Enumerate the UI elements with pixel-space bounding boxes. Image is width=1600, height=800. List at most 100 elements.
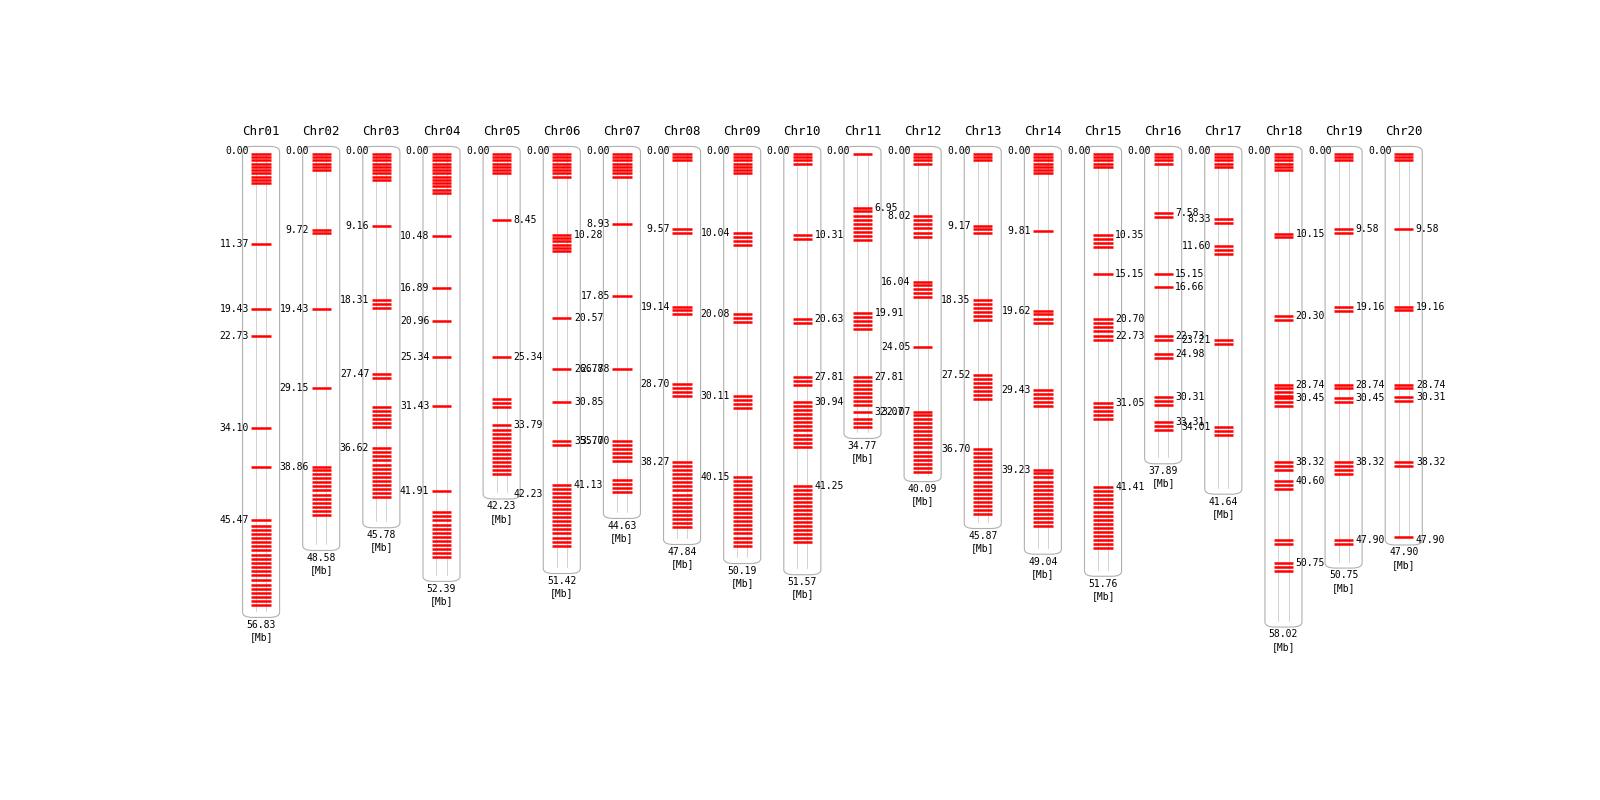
Text: 16.66: 16.66 [1176,282,1205,291]
FancyBboxPatch shape [243,146,280,618]
Text: 20.70: 20.70 [1115,314,1144,324]
Text: 27.52: 27.52 [941,370,971,380]
FancyBboxPatch shape [904,146,941,482]
Text: 0.00: 0.00 [526,146,550,157]
Text: 10.28: 10.28 [574,230,603,240]
Text: 34.77: 34.77 [848,441,877,451]
Text: 44.63: 44.63 [608,521,637,531]
Text: 24.98: 24.98 [1176,349,1205,359]
Text: 9.58: 9.58 [1416,224,1440,234]
Text: Chr01: Chr01 [242,125,280,138]
Text: 35.70: 35.70 [574,436,603,446]
Text: Chr17: Chr17 [1205,125,1242,138]
Text: 7.58: 7.58 [1176,208,1198,218]
Text: Chr10: Chr10 [784,125,821,138]
Text: 23.21: 23.21 [1182,334,1211,345]
Text: [Mb]: [Mb] [731,578,754,588]
Text: 34.01: 34.01 [1182,422,1211,432]
Text: 8.33: 8.33 [1187,214,1211,224]
Text: 28.74: 28.74 [1355,379,1386,390]
Text: 17.85: 17.85 [581,291,610,302]
Text: 27.81: 27.81 [875,372,904,382]
Text: 45.87: 45.87 [968,531,997,541]
FancyBboxPatch shape [1325,146,1362,568]
Text: [Mb]: [Mb] [430,596,453,606]
FancyBboxPatch shape [603,146,640,518]
FancyBboxPatch shape [363,146,400,528]
Text: 0.00: 0.00 [586,146,610,157]
FancyBboxPatch shape [784,146,821,574]
Text: 8.02: 8.02 [886,211,910,222]
Text: 51.42: 51.42 [547,576,576,586]
Text: 32.07: 32.07 [875,406,904,417]
Text: 0.00: 0.00 [1307,146,1331,157]
Text: 0.00: 0.00 [346,146,370,157]
Text: [Mb]: [Mb] [851,453,874,463]
Text: 0.00: 0.00 [406,146,429,157]
Text: 30.31: 30.31 [1176,392,1205,402]
Text: [Mb]: [Mb] [1091,591,1115,601]
Text: 25.34: 25.34 [514,352,542,362]
Text: Chr04: Chr04 [422,125,461,138]
Text: 9.81: 9.81 [1008,226,1030,236]
Text: [Mb]: [Mb] [910,496,934,506]
Text: 50.75: 50.75 [1330,570,1358,581]
Text: 38.86: 38.86 [280,462,309,472]
Text: 42.23: 42.23 [514,489,542,499]
Text: 49.04: 49.04 [1029,557,1058,566]
Text: 8.45: 8.45 [514,215,538,225]
Text: 0.00: 0.00 [707,146,730,157]
Text: 0.00: 0.00 [1008,146,1030,157]
Text: 30.45: 30.45 [1355,394,1386,403]
Text: [Mb]: [Mb] [1331,582,1355,593]
Text: 0.00: 0.00 [646,146,670,157]
Text: 0.00: 0.00 [1067,146,1091,157]
Text: 50.75: 50.75 [1296,558,1325,568]
Text: 19.16: 19.16 [1416,302,1445,312]
Text: [Mb]: [Mb] [1392,560,1416,570]
Text: 20.30: 20.30 [1296,311,1325,321]
Text: 38.32: 38.32 [1296,458,1325,467]
FancyBboxPatch shape [544,146,581,574]
Text: [Mb]: [Mb] [1030,569,1054,579]
FancyBboxPatch shape [1085,146,1122,576]
Text: 35.70: 35.70 [581,436,610,446]
Text: 10.15: 10.15 [1296,229,1325,238]
Text: 30.45: 30.45 [1296,394,1325,403]
Text: 0.00: 0.00 [1248,146,1272,157]
Text: 50.19: 50.19 [728,566,757,576]
Text: 0.00: 0.00 [947,146,971,157]
Text: [Mb]: [Mb] [370,542,394,553]
Text: 22.73: 22.73 [1176,330,1205,341]
Text: Chr05: Chr05 [483,125,520,138]
Text: 19.43: 19.43 [219,304,250,314]
Text: 30.31: 30.31 [1416,392,1445,402]
Text: Chr07: Chr07 [603,125,640,138]
FancyBboxPatch shape [1386,146,1422,545]
Text: [Mb]: [Mb] [610,533,634,543]
Text: 20.63: 20.63 [814,314,843,324]
Text: 6.95: 6.95 [875,203,898,213]
Text: 40.15: 40.15 [701,472,730,482]
Text: 15.15: 15.15 [1115,270,1144,279]
Text: 41.25: 41.25 [814,481,843,491]
Text: 19.91: 19.91 [875,308,904,318]
Text: [Mb]: [Mb] [1152,478,1174,489]
Text: 22.73: 22.73 [1115,330,1144,341]
Text: 11.37: 11.37 [219,238,250,249]
Text: 39.23: 39.23 [1002,465,1030,474]
Text: [Mb]: [Mb] [790,590,814,599]
Text: 32.07: 32.07 [882,406,910,417]
Text: 38.32: 38.32 [1355,458,1386,467]
Text: 37.89: 37.89 [1149,466,1178,476]
Text: Chr14: Chr14 [1024,125,1062,138]
Text: Chr16: Chr16 [1144,125,1182,138]
Text: 19.62: 19.62 [1002,306,1030,315]
Text: 9.72: 9.72 [285,226,309,235]
Text: 0.00: 0.00 [827,146,850,157]
Text: [Mb]: [Mb] [250,632,274,642]
Text: 31.05: 31.05 [1115,398,1144,408]
Text: 0.00: 0.00 [466,146,490,157]
Text: [Mb]: [Mb] [309,565,333,575]
Text: Chr08: Chr08 [664,125,701,138]
